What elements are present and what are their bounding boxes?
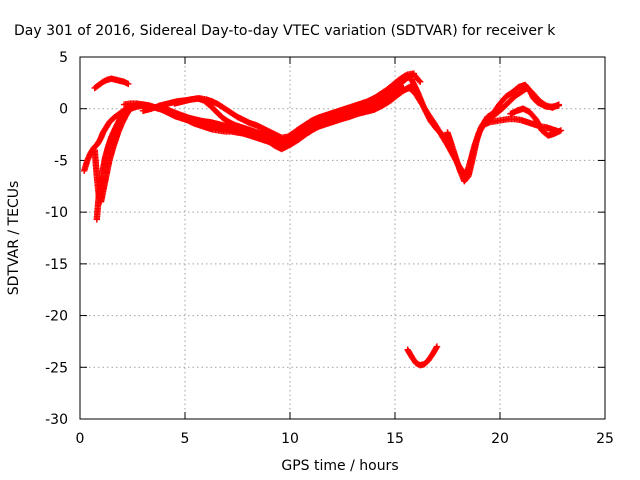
series-7 bbox=[404, 343, 441, 369]
x-tick-label: 15 bbox=[386, 431, 404, 447]
x-tick-label: 0 bbox=[76, 431, 85, 447]
chart-title: Day 301 of 2016, Sidereal Day-to-day VTE… bbox=[14, 23, 556, 39]
y-tick-label: -30 bbox=[45, 412, 68, 428]
y-tick-label: 0 bbox=[59, 102, 68, 118]
y-tick-label: -15 bbox=[45, 257, 68, 273]
series-points bbox=[91, 75, 132, 92]
series-10 bbox=[507, 105, 565, 139]
series-points bbox=[507, 105, 565, 139]
series-3 bbox=[91, 75, 132, 92]
tick-labels: 0 5 10 15 20 25 5 0 -5 -10 -15 -20 -25 -30 bbox=[45, 50, 614, 447]
x-axis-label: GPS time / hours bbox=[281, 458, 398, 474]
series-points bbox=[404, 343, 441, 369]
x-tick-label: 25 bbox=[596, 431, 614, 447]
y-tick-label: -20 bbox=[45, 309, 68, 325]
series-6 bbox=[171, 70, 418, 141]
y-tick-label: -5 bbox=[54, 153, 68, 169]
y-tick-label: -25 bbox=[45, 360, 68, 376]
y-tick-label: -10 bbox=[45, 205, 68, 221]
plot-frame bbox=[79, 56, 606, 420]
series-points bbox=[171, 70, 418, 141]
series-points bbox=[486, 84, 562, 123]
x-tick-label: 10 bbox=[281, 431, 299, 447]
y-axis-label: SDTVAR / TECUs bbox=[6, 181, 22, 296]
series-9 bbox=[486, 84, 562, 123]
x-tick-label: 20 bbox=[491, 431, 509, 447]
data-points bbox=[81, 70, 565, 369]
y-tick-label: 5 bbox=[59, 50, 68, 66]
x-tick-label: 5 bbox=[181, 431, 190, 447]
